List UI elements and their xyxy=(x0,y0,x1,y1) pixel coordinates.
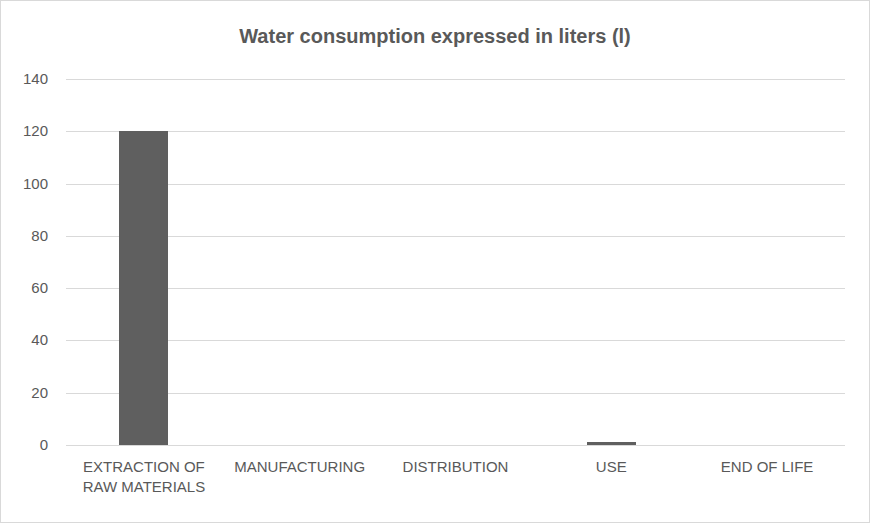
y-axis: 020406080100120140 xyxy=(1,79,48,445)
gridline xyxy=(66,393,845,394)
gridline xyxy=(66,184,845,185)
y-tick-label: 100 xyxy=(1,175,48,193)
plot-area xyxy=(66,79,845,446)
gridline xyxy=(66,79,845,80)
y-tick-label: 140 xyxy=(1,70,48,88)
y-tick-label: 40 xyxy=(1,331,48,349)
x-axis: EXTRACTION OF RAW MATERIALSMANUFACTURING… xyxy=(66,457,845,497)
chart-title: Water consumption expressed in liters (l… xyxy=(1,25,869,48)
x-tick-label: USE xyxy=(533,457,689,497)
gridline xyxy=(66,340,845,341)
gridline xyxy=(66,288,845,289)
x-tick-label: END OF LIFE xyxy=(689,457,845,497)
gridline xyxy=(66,131,845,132)
chart-container: Water consumption expressed in liters (l… xyxy=(0,0,870,523)
gridline xyxy=(66,236,845,237)
x-tick-label: DISTRIBUTION xyxy=(378,457,534,497)
x-tick-label: EXTRACTION OF RAW MATERIALS xyxy=(66,457,222,497)
y-tick-label: 120 xyxy=(1,122,48,140)
bar-extraction-of-raw-materials xyxy=(119,131,168,445)
y-tick-label: 60 xyxy=(1,279,48,297)
x-tick-label: MANUFACTURING xyxy=(222,457,378,497)
y-tick-label: 20 xyxy=(1,384,48,402)
y-tick-label: 0 xyxy=(1,436,48,454)
bar-use xyxy=(587,442,636,445)
y-tick-label: 80 xyxy=(1,227,48,245)
